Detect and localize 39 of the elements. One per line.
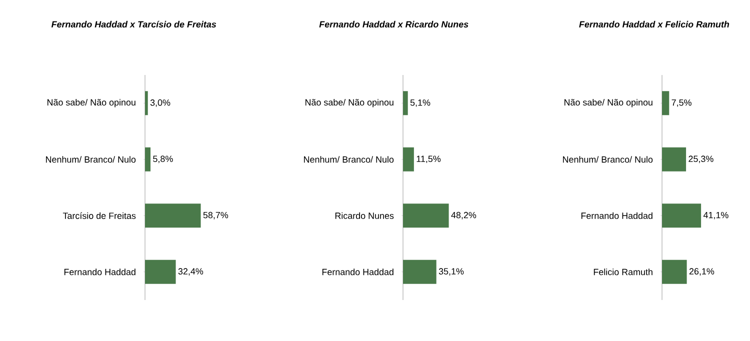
bar: [403, 91, 408, 116]
y-tick-label: Fernando Haddad: [581, 212, 652, 219]
y-tick-label: Nenhum/ Branco/ Nulo: [46, 156, 136, 163]
y-tick-label: Ricardo Nunes: [335, 212, 394, 219]
data-label: 26,1%: [689, 268, 714, 276]
data-label: 7,5%: [672, 99, 692, 107]
bar: [403, 260, 436, 284]
y-tick-label: Fernando Haddad: [322, 268, 394, 276]
bar: [662, 260, 687, 284]
data-label: 32,4%: [178, 268, 204, 276]
data-label: 11,5%: [416, 156, 441, 164]
data-label: 48,2%: [451, 212, 476, 220]
data-label: 35,1%: [438, 268, 464, 276]
data-label: 3,0%: [150, 99, 170, 107]
data-label: 25,3%: [688, 156, 714, 164]
y-tick-label: Nenhum/ Branco/ Nulo: [304, 156, 394, 163]
y-tick-label: Não sabe/ Não opinou: [564, 98, 652, 108]
bar: [662, 91, 670, 116]
bar: [145, 204, 201, 228]
bar: [662, 147, 686, 172]
bar: [403, 147, 414, 172]
bar: [145, 147, 151, 172]
chart-title: Fernando Haddad x Ricardo Nunes: [319, 20, 468, 28]
y-tick-label: Tarcísio de Freitas: [62, 212, 136, 219]
y-tick-label: Não sabe/ Não opinou: [47, 98, 136, 108]
chart-title: Fernando Haddad x Felicio Ramuth: [579, 20, 730, 28]
bar: [662, 204, 702, 228]
bar: [403, 204, 449, 228]
y-tick-label: Fernando Haddad: [64, 268, 136, 276]
data-label: 5,1%: [410, 99, 430, 107]
bar: [145, 91, 148, 116]
y-tick-label: Não sabe/ Não opinou: [305, 98, 394, 108]
bar: [145, 260, 176, 284]
data-label: 5,8%: [153, 156, 173, 164]
y-tick-label: Nenhum/ Branco/ Nulo: [563, 156, 653, 163]
data-label: 58,7%: [203, 212, 228, 220]
y-tick-label: Felicio Ramuth: [594, 268, 652, 276]
chart-title: Fernando Haddad x Tarcísio de Freitas: [51, 20, 216, 28]
data-label: 41,1%: [703, 212, 728, 220]
